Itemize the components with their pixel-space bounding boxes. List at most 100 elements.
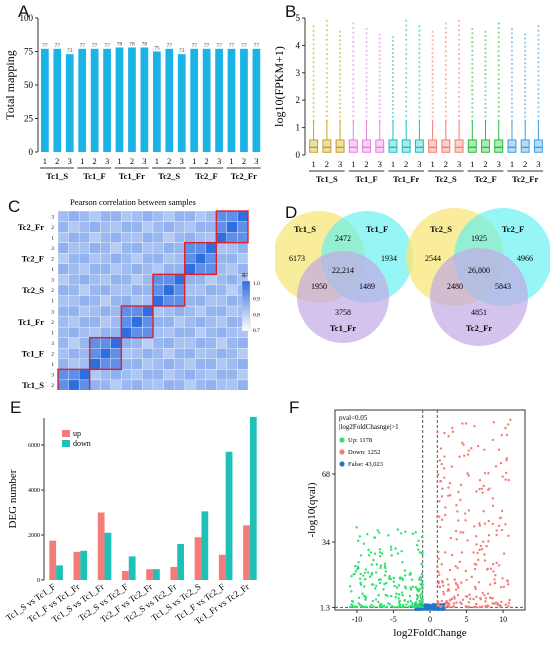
point-down xyxy=(375,584,378,588)
outlier-point xyxy=(471,106,474,109)
outlier-point xyxy=(325,43,328,46)
bar-up xyxy=(73,551,81,580)
heatmap-cell xyxy=(163,337,175,349)
point-down xyxy=(394,547,397,550)
heatmap-cell xyxy=(163,284,175,296)
outlier-point xyxy=(471,102,474,105)
heatmap-cell xyxy=(68,379,80,391)
point-down xyxy=(390,594,393,598)
outlier-point xyxy=(444,31,447,34)
point-down xyxy=(353,605,356,609)
point-up xyxy=(437,580,441,584)
point-down xyxy=(416,588,419,591)
outlier-point xyxy=(431,115,434,118)
heatmap-cell xyxy=(100,274,111,286)
outlier-point xyxy=(444,36,447,39)
outlier-point xyxy=(497,54,500,58)
outlier-point xyxy=(378,70,381,73)
point-down xyxy=(377,531,381,534)
panel-label-a: A xyxy=(18,2,30,21)
point-down xyxy=(419,594,422,597)
heatmap-cell xyxy=(89,379,101,391)
point-up xyxy=(465,595,469,598)
point-down xyxy=(364,605,368,609)
point-up xyxy=(444,605,447,609)
point-down xyxy=(420,562,423,566)
point-false xyxy=(439,607,442,611)
point-up xyxy=(500,600,503,604)
y-tick-label: 75 xyxy=(24,47,34,57)
outlier-point xyxy=(391,51,395,55)
point-up xyxy=(493,578,496,581)
outlier-point xyxy=(405,62,408,65)
point-up xyxy=(478,524,482,527)
point-up xyxy=(441,487,444,490)
outlier-point xyxy=(431,111,434,114)
venn-count-only: 6173 xyxy=(289,254,305,263)
point-up xyxy=(436,515,439,519)
outlier-point xyxy=(365,110,368,114)
heatmap-cell xyxy=(184,348,196,359)
point-up xyxy=(449,494,452,497)
replicate-label: 1 xyxy=(80,156,84,166)
outlier-point xyxy=(457,24,461,27)
bar-value-label: 77 xyxy=(167,43,173,49)
outlier-point xyxy=(325,105,328,108)
point-up xyxy=(467,605,470,609)
heatmap-cell xyxy=(173,221,185,233)
bar xyxy=(65,54,74,152)
point-up xyxy=(440,495,444,498)
heatmap-cell xyxy=(110,263,122,275)
point-down xyxy=(392,580,396,583)
point-down xyxy=(354,570,358,573)
point-down xyxy=(374,587,377,590)
heatmap-cell xyxy=(121,253,133,264)
point-down xyxy=(401,578,404,582)
point-down xyxy=(419,583,422,586)
point-up xyxy=(439,447,443,450)
heatmap-cell xyxy=(152,358,164,370)
venn-count-only: 4966 xyxy=(517,254,533,263)
point-up xyxy=(495,533,498,537)
heatmap-cell xyxy=(152,379,164,391)
heatmap-cell xyxy=(121,337,133,349)
row-replicate-label: 2 xyxy=(51,352,54,358)
outlier-point xyxy=(312,47,315,50)
heatmap-cell xyxy=(216,231,228,243)
point-down xyxy=(379,566,382,570)
outlier-point xyxy=(352,27,355,30)
bar-value-label: 77 xyxy=(229,43,235,49)
outlier-point xyxy=(431,106,434,110)
outlier-point xyxy=(497,64,500,67)
row-replicate-label: 2 xyxy=(51,225,54,231)
point-up xyxy=(473,525,476,528)
outlier-point xyxy=(444,115,447,118)
outlier-point xyxy=(325,52,328,56)
bar-up xyxy=(121,571,129,580)
point-up xyxy=(478,522,481,525)
outlier-point xyxy=(325,24,328,27)
bar xyxy=(165,48,174,152)
outlier-point xyxy=(484,60,487,63)
point-up xyxy=(467,509,471,512)
y-tick-label: 50 xyxy=(24,80,34,90)
y-tick-label: 5 xyxy=(296,13,301,23)
row-replicate-label: 3 xyxy=(51,309,54,315)
heatmap-cell xyxy=(205,337,217,349)
point-up xyxy=(461,422,464,425)
point-down xyxy=(419,578,423,582)
heatmap-cell xyxy=(195,358,206,370)
point-down xyxy=(380,605,383,608)
outlier-point xyxy=(418,97,421,100)
outlier-point xyxy=(484,56,487,59)
point-up xyxy=(447,494,450,498)
outlier-point xyxy=(457,91,461,94)
point-up xyxy=(483,522,487,525)
heatmap-cell xyxy=(216,263,228,275)
outlier-point xyxy=(537,115,540,118)
point-down xyxy=(385,605,388,609)
outlier-point xyxy=(484,81,487,84)
point-up xyxy=(442,593,446,596)
heatmap-cell xyxy=(78,316,90,328)
point-up xyxy=(505,459,508,462)
